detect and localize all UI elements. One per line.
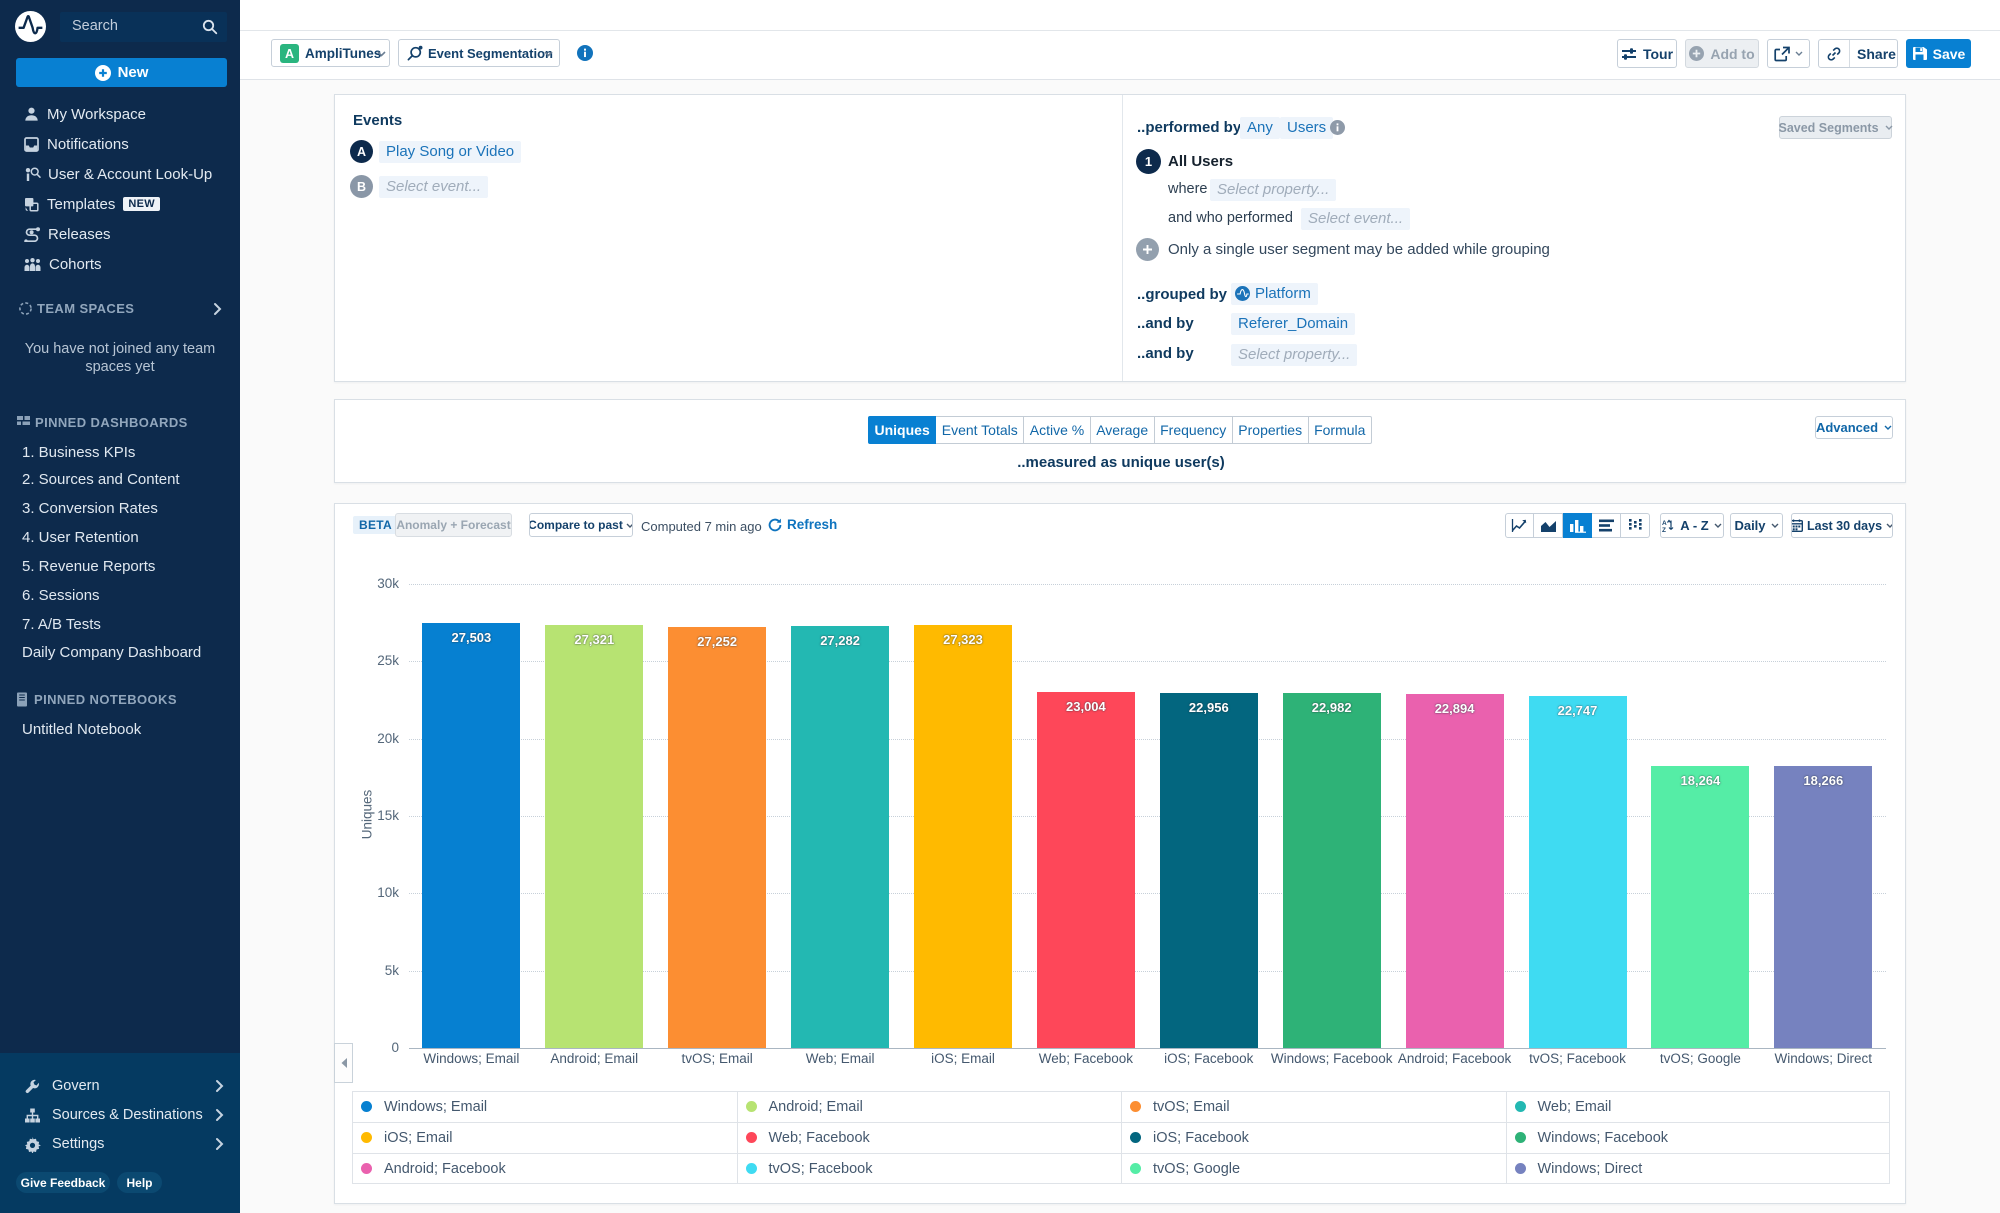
- svg-text:A: A: [285, 47, 294, 61]
- svg-text:Z: Z: [1662, 527, 1666, 532]
- svg-text:A: A: [1662, 520, 1667, 527]
